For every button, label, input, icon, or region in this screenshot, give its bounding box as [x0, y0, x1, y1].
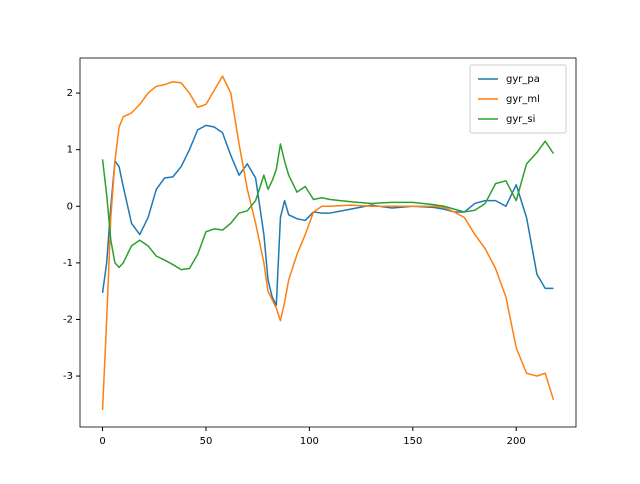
y-tick-label: 1	[67, 145, 73, 156]
line-series	[101, 75, 555, 411]
x-tick-label: 100	[300, 436, 319, 447]
x-tick-label: 150	[403, 436, 422, 447]
y-tick-label: 0	[67, 201, 73, 212]
x-tick-label: 50	[200, 436, 213, 447]
y-tick-label: -1	[63, 258, 73, 269]
y-tick-label: -2	[63, 314, 73, 325]
line-series	[101, 124, 554, 307]
legend-label: gyr_pa	[506, 74, 540, 85]
y-tick-label: 2	[67, 88, 73, 99]
legend-box	[469, 64, 567, 134]
plot-frame	[79, 57, 577, 428]
y-tick-label: -3	[63, 371, 73, 382]
x-tick-label: 200	[507, 436, 526, 447]
legend-label: gyr_si	[506, 114, 535, 125]
legend-label: gyr_ml	[506, 94, 540, 105]
line-series	[101, 140, 555, 271]
x-tick-label: 0	[99, 436, 105, 447]
